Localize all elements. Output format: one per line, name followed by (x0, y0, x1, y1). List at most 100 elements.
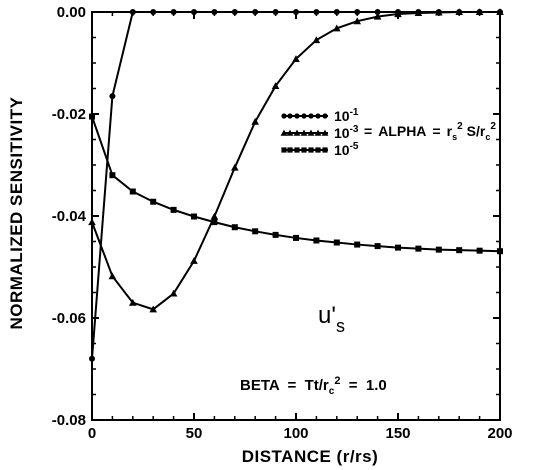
legend-label-base: 10 (334, 108, 350, 124)
data-point (292, 55, 300, 62)
data-point (190, 257, 198, 264)
y-axis-title: NORMALIZED SENSITIVITY (7, 96, 26, 329)
data-point (211, 9, 218, 15)
legend-marker (281, 147, 287, 153)
series-layer (88, 8, 504, 362)
legend-sup-2a: 2 (457, 121, 463, 132)
beta-superscript: 2 (334, 375, 340, 387)
legend-marker (281, 113, 287, 119)
u-prime-subscript: s (336, 316, 345, 336)
legend-label: 10-5 (334, 141, 359, 158)
data-point (251, 117, 259, 125)
y-tick-label: -0.06 (52, 310, 86, 327)
legend-marker (293, 129, 301, 136)
legend-marker (294, 113, 300, 119)
data-point (435, 246, 442, 253)
data-point (89, 113, 95, 120)
data-point (88, 218, 96, 226)
plot-frame (91, 11, 501, 421)
data-point (313, 237, 320, 244)
legend-label-exponent: -3 (350, 124, 359, 135)
legend-marker (300, 129, 308, 136)
data-point (129, 9, 136, 15)
ticks-layer: 0 50 100 150 200 0.00 -0.02 -0.04 -0.06 -0.08 (52, 4, 513, 442)
data-point (496, 8, 504, 16)
x-tick-label: 0 (88, 425, 96, 442)
legend-label-exponent: -5 (350, 141, 359, 152)
data-point (293, 9, 299, 15)
legend-alpha: ALPHA (378, 123, 426, 139)
data-point (435, 8, 443, 16)
series-square (89, 113, 503, 255)
data-point (210, 212, 219, 220)
y-tick-label: -0.04 (52, 208, 87, 225)
data-point (395, 244, 401, 251)
y-tick-label: -0.02 (52, 106, 86, 123)
legend-marker (287, 113, 293, 119)
legend-marker (308, 113, 314, 119)
data-point (475, 8, 484, 16)
legend-marker (322, 113, 328, 119)
legend: 10-110-310-5 (280, 107, 359, 158)
legend-entry-circle: 10-1 (281, 107, 359, 124)
data-point (150, 9, 157, 15)
legend-marker (322, 147, 328, 153)
data-point (456, 247, 463, 254)
u-prime-s-label: u's (318, 302, 345, 336)
data-point (354, 9, 361, 15)
legend-label-base: 10 (334, 125, 350, 141)
legend-marker (286, 129, 294, 136)
x-tick-label: 50 (186, 425, 203, 442)
data-point (252, 228, 259, 235)
beta-label: BETA = Tt/rc2 = 1.0 (240, 375, 387, 397)
legend-marker (315, 113, 321, 119)
legend-marker (301, 147, 307, 153)
data-point (476, 247, 483, 254)
data-point (211, 219, 218, 226)
legend-label-base: 10 (334, 142, 350, 158)
data-point (415, 245, 422, 252)
data-point (414, 9, 423, 17)
data-point (108, 272, 117, 280)
data-point (109, 172, 116, 179)
legend-entry-triangle: 10-3 (280, 124, 359, 141)
data-point (313, 9, 320, 15)
legend-marker (314, 129, 322, 136)
data-point (252, 9, 259, 15)
y-tick-label: 0.00 (57, 4, 86, 21)
data-point (231, 9, 238, 15)
data-point (312, 36, 321, 44)
beta-value: = 1.0 (340, 377, 386, 394)
data-point (293, 234, 299, 241)
data-point (333, 24, 341, 32)
data-point (394, 10, 402, 18)
data-point (497, 248, 503, 255)
data-point (231, 163, 239, 171)
beta-subscript: c (329, 386, 335, 397)
x-tick-label: 150 (385, 425, 410, 442)
data-point (129, 188, 136, 195)
data-point (109, 93, 116, 100)
legend-sup-2b: 2 (490, 121, 496, 132)
legend-marker (321, 129, 329, 136)
data-point (129, 298, 137, 306)
data-point (170, 9, 177, 15)
data-point (170, 206, 177, 213)
data-point (333, 9, 340, 15)
legend-marker (315, 147, 321, 153)
legend-marker (308, 147, 314, 153)
legend-sub-s: s (452, 132, 457, 142)
data-point (333, 239, 340, 246)
data-point (373, 12, 382, 20)
data-point (231, 224, 238, 231)
legend-r: r (447, 123, 453, 139)
data-point (191, 213, 197, 220)
legend-eq1: = (364, 123, 372, 139)
x-tick-label: 200 (487, 425, 512, 442)
legend-sub-c: c (485, 132, 490, 142)
legend-alpha-label: = ALPHA = rs2 S/rc2 (364, 121, 496, 142)
legend-eq2: = (432, 123, 440, 139)
legend-marker (280, 129, 288, 136)
data-point (169, 289, 178, 297)
